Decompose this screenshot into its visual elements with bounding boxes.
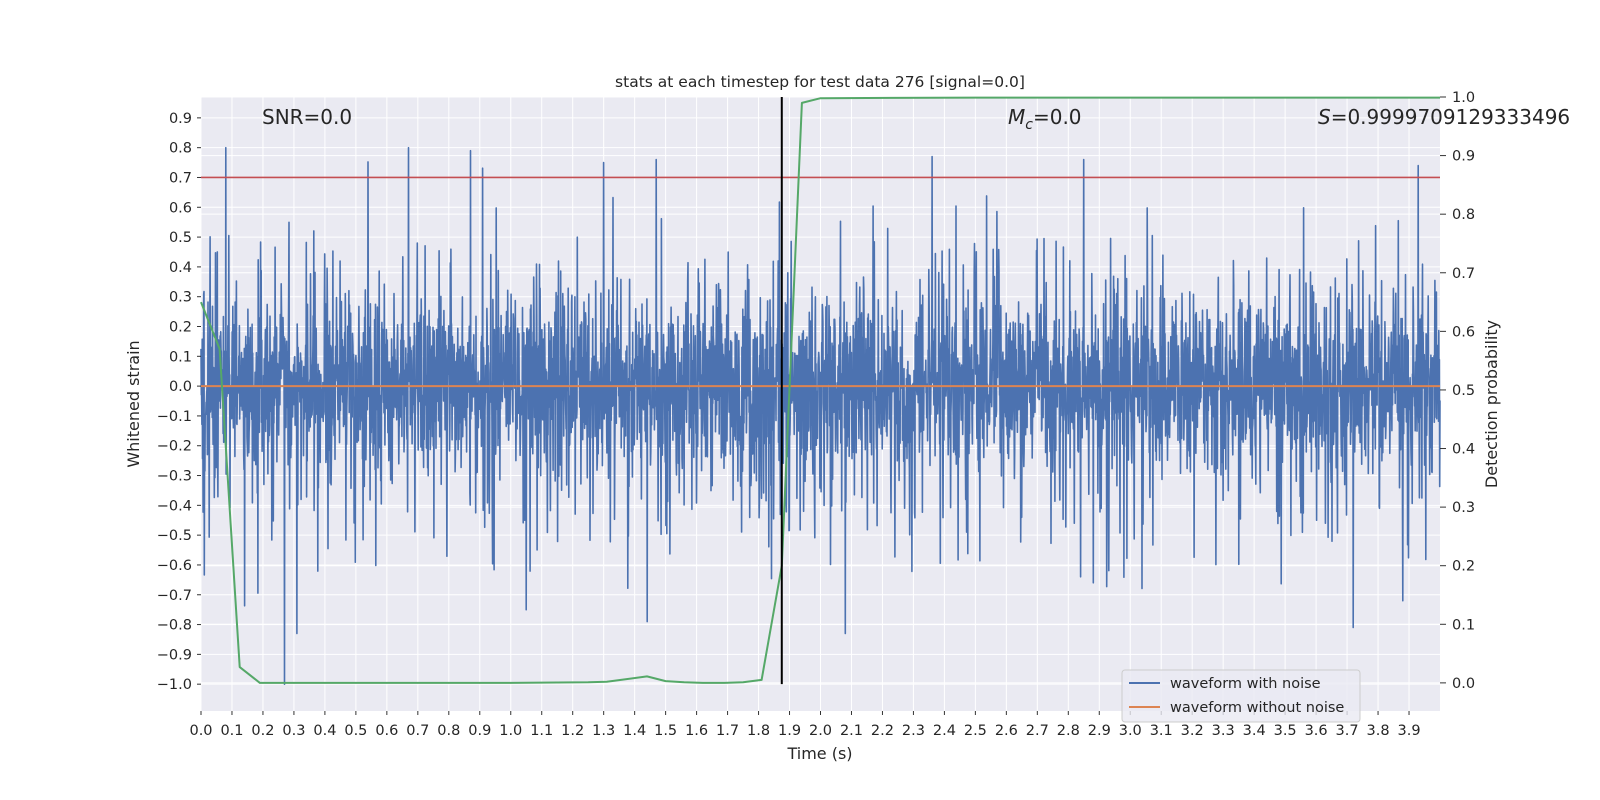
x-tick-label: 2.4 [933,723,956,739]
y-tick-label: −0.5 [157,528,192,544]
x-tick-label: 2.5 [964,723,987,739]
y-tick-label: 0.1 [169,349,192,365]
noisy-waveform-line [200,146,1441,685]
x-tick-label: 3.3 [1212,723,1235,739]
y-tick-label: −0.1 [157,409,192,425]
x-tick-label: 2.7 [1026,723,1049,739]
x-tick-label: 3.0 [1119,723,1142,739]
y-tick-label: −0.8 [157,618,192,634]
chirp-mass-annotation: Mc=0.0 [1008,105,1082,133]
y-right-tick-label: 0.8 [1452,207,1475,223]
y-right-axis-label: Detection probability [1482,320,1501,488]
x-tick-label: 2.1 [840,723,863,739]
detection-probability-series [200,96,1440,684]
y-tick-label: 0.9 [169,111,192,127]
detection-probability-line [200,96,1440,684]
y-tick-label: 0.4 [169,260,192,276]
x-tick-label: 2.9 [1088,723,1111,739]
y-right-tick-label: 1.0 [1452,90,1475,106]
y-right-tick-label: 0.4 [1452,442,1475,458]
x-tick-label: 0.8 [437,723,460,739]
y-right-tick-label: 0.2 [1452,559,1475,575]
x-tick-label: 0.5 [344,723,367,739]
y-tick-label: 0.8 [169,141,192,157]
y-tick-label: 0.0 [169,379,192,395]
y-tick-label: 0.5 [169,230,192,246]
x-tick-label: 1.2 [561,723,584,739]
y-axis-ticks: 0.9 0.8 0.7 0.6 0.5 0.4 0.3 0.2 0.1 0.0 −0.1 −0.2 −0… [157,111,201,693]
x-tick-label: 1.1 [530,723,553,739]
x-tick-label: 0.6 [375,723,398,739]
x-tick-label: 1.3 [592,723,615,739]
x-tick-label: 2.6 [995,723,1018,739]
y-right-tick-label: 0.5 [1452,383,1475,399]
mc-value: =0.0 [1033,105,1082,129]
x-tick-label: 1.5 [654,723,677,739]
chart-title: stats at each timestep for test data 276… [615,73,1025,91]
y-right-tick-label: 0.1 [1452,617,1475,633]
x-tick-label: 1.7 [716,723,739,739]
y-right-tick-label: 0.9 [1452,149,1475,165]
mc-symbol: M [1008,105,1025,129]
y-axis-label: Whitened strain [124,340,143,467]
x-tick-label: 0.7 [406,723,429,739]
y-tick-label: −0.6 [157,558,192,574]
y-tick-label: 0.6 [169,200,192,216]
y-right-tick-label: 0.7 [1452,266,1475,282]
x-tick-label: 1.0 [499,723,522,739]
x-tick-label: 3.1 [1150,723,1173,739]
x-tick-label: 0.2 [251,723,274,739]
x-tick-label: 3.7 [1336,723,1359,739]
y-right-tick-label: 0.6 [1452,324,1475,340]
legend-box [1121,669,1361,723]
x-tick-label: 2.3 [902,723,925,739]
x-tick-label: 3.4 [1243,723,1266,739]
x-tick-label: 0.1 [220,723,243,739]
y-right-tick-label: 0.0 [1452,676,1475,692]
x-tick-label: 1.4 [623,723,646,739]
x-tick-label: 0.9 [468,723,491,739]
significance-annotation: S=0.9999709129333496 [1318,105,1570,129]
x-tick-label: 2.8 [1057,723,1080,739]
mc-subscript: c [1025,117,1033,133]
legend: waveform with noise waveform without noi… [1121,669,1361,723]
y-right-axis-ticks: 1.0 0.9 0.8 0.7 0.6 0.5 0.4 0.3 0.2 0.1 0.0 [1440,90,1475,692]
snr-annotation: SNR=0.0 [262,105,352,129]
y-tick-label: 0.2 [169,320,192,336]
x-tick-label: 0.4 [313,723,336,739]
s-symbol: S [1318,105,1331,129]
x-tick-label: 1.6 [685,723,708,739]
legend-label-noisy: waveform with noise [1170,676,1321,692]
x-tick-label: 1.9 [778,723,801,739]
x-tick-label: 0.0 [189,723,212,739]
x-tick-label: 2.0 [809,723,832,739]
x-tick-label: 1.8 [747,723,770,739]
x-tick-label: 2.2 [871,723,894,739]
y-tick-label: −0.7 [157,588,192,604]
y-tick-label: 0.3 [169,290,192,306]
x-tick-label: 3.2 [1181,723,1204,739]
x-tick-label: 3.6 [1305,723,1328,739]
x-tick-label: 0.3 [282,723,305,739]
s-value: =0.9999709129333496 [1331,105,1570,129]
x-tick-label: 3.8 [1367,723,1390,739]
x-tick-label: 3.9 [1397,723,1420,739]
y-tick-label: −1.0 [157,677,192,693]
y-tick-label: 0.7 [169,170,192,186]
x-tick-label: 3.5 [1274,723,1297,739]
legend-label-clean: waveform without noise [1170,700,1344,716]
y-tick-label: −0.3 [157,469,192,485]
y-tick-label: −0.9 [157,647,192,663]
x-axis-label: Time (s) [786,744,852,763]
y-tick-label: −0.4 [157,498,192,514]
y-tick-label: −0.2 [157,439,192,455]
noisy-waveform-series [200,146,1441,685]
y-right-tick-label: 0.3 [1452,500,1475,516]
